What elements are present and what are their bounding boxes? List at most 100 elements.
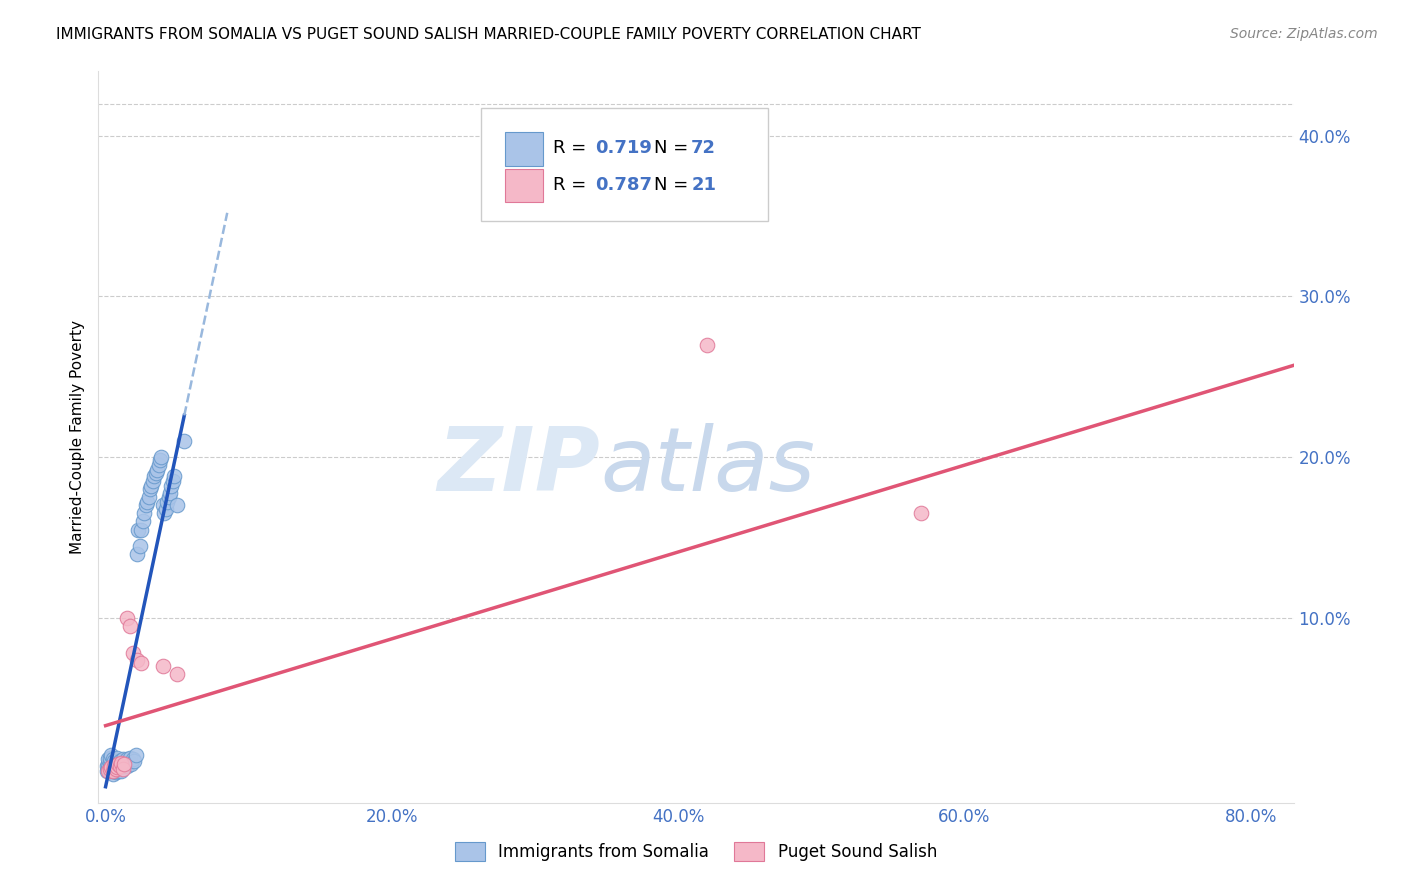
- Point: [136, 495, 159, 509]
- Point: [103, 759, 125, 773]
- Point: [122, 754, 145, 768]
- Point: [96, 764, 118, 778]
- Point: [135, 499, 157, 513]
- Point: [112, 757, 135, 772]
- Point: [142, 475, 165, 489]
- Point: [159, 485, 181, 500]
- Point: [108, 754, 131, 768]
- Point: [118, 619, 141, 633]
- Point: [121, 752, 143, 766]
- Point: [157, 491, 180, 505]
- Y-axis label: Married-Couple Family Poverty: Married-Couple Family Poverty: [69, 320, 84, 554]
- Point: [160, 479, 183, 493]
- FancyBboxPatch shape: [505, 132, 543, 166]
- Point: [105, 762, 128, 776]
- Point: [97, 764, 120, 778]
- Point: [153, 507, 176, 521]
- Text: 0.787: 0.787: [596, 177, 652, 194]
- Point: [101, 767, 124, 781]
- Point: [104, 760, 127, 774]
- Point: [152, 659, 174, 673]
- Point: [100, 765, 122, 780]
- Point: [125, 547, 148, 561]
- Point: [114, 757, 136, 772]
- Text: ZIP: ZIP: [437, 423, 600, 510]
- Point: [146, 463, 169, 477]
- Point: [145, 467, 167, 481]
- Text: Source: ZipAtlas.com: Source: ZipAtlas.com: [1230, 27, 1378, 41]
- Point: [103, 754, 125, 768]
- Point: [111, 762, 134, 776]
- Text: 0.719: 0.719: [596, 139, 652, 157]
- Point: [696, 337, 718, 351]
- Point: [98, 751, 121, 765]
- Point: [124, 747, 146, 762]
- Point: [125, 653, 148, 667]
- Point: [141, 479, 163, 493]
- FancyBboxPatch shape: [481, 108, 768, 221]
- Text: 21: 21: [692, 177, 716, 194]
- Point: [163, 469, 186, 483]
- Point: [132, 515, 155, 529]
- Point: [115, 759, 138, 773]
- Point: [107, 757, 129, 772]
- Point: [139, 483, 162, 497]
- Point: [101, 764, 124, 778]
- Point: [98, 762, 121, 776]
- Text: IMMIGRANTS FROM SOMALIA VS PUGET SOUND SALISH MARRIED-COUPLE FAMILY POVERTY CORR: IMMIGRANTS FROM SOMALIA VS PUGET SOUND S…: [56, 27, 921, 42]
- Point: [105, 757, 128, 772]
- Point: [104, 762, 127, 776]
- Point: [104, 765, 127, 780]
- Point: [143, 469, 166, 483]
- Point: [121, 646, 143, 660]
- Point: [148, 458, 170, 473]
- Point: [149, 453, 172, 467]
- Point: [110, 756, 132, 770]
- Point: [128, 523, 150, 537]
- Point: [131, 656, 153, 670]
- Point: [156, 495, 179, 509]
- Point: [105, 751, 128, 765]
- Point: [98, 764, 121, 778]
- Point: [107, 757, 129, 772]
- Point: [110, 764, 132, 778]
- Point: [152, 499, 174, 513]
- Point: [100, 747, 122, 762]
- Point: [100, 760, 122, 774]
- Legend: Immigrants from Somalia, Puget Sound Salish: Immigrants from Somalia, Puget Sound Sal…: [449, 835, 943, 868]
- Point: [103, 764, 125, 778]
- Point: [115, 611, 138, 625]
- Point: [111, 752, 134, 766]
- Text: 72: 72: [692, 139, 716, 157]
- Text: N =: N =: [654, 139, 695, 157]
- Point: [108, 759, 131, 773]
- FancyBboxPatch shape: [505, 169, 543, 202]
- Point: [100, 760, 122, 774]
- Text: R =: R =: [553, 139, 592, 157]
- Point: [96, 759, 118, 773]
- Point: [110, 757, 132, 772]
- Point: [166, 667, 188, 681]
- Point: [97, 762, 120, 776]
- Point: [129, 539, 152, 553]
- Point: [155, 501, 177, 516]
- Point: [120, 757, 142, 772]
- Point: [112, 756, 135, 770]
- Point: [101, 752, 124, 766]
- Point: [118, 751, 141, 765]
- Point: [101, 757, 124, 772]
- Point: [910, 507, 932, 521]
- Point: [107, 764, 129, 778]
- Point: [101, 762, 124, 776]
- Point: [115, 752, 138, 766]
- Point: [104, 756, 127, 770]
- Point: [97, 752, 120, 766]
- Text: R =: R =: [553, 177, 592, 194]
- Point: [117, 756, 139, 770]
- Text: atlas: atlas: [600, 424, 815, 509]
- Point: [105, 760, 128, 774]
- Point: [111, 759, 134, 773]
- Point: [103, 759, 125, 773]
- Point: [134, 507, 156, 521]
- Point: [150, 450, 173, 465]
